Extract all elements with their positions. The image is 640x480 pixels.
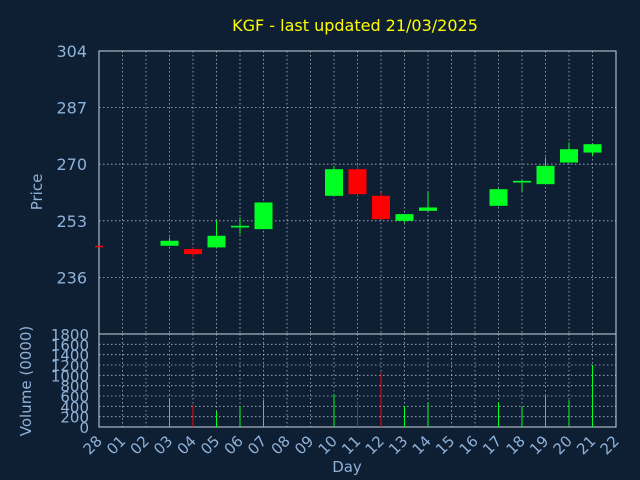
x-tick-label: 09 bbox=[291, 432, 317, 458]
candle-body bbox=[513, 180, 531, 183]
volume-tick-label: 1400 bbox=[51, 347, 89, 365]
x-tick-label: 02 bbox=[127, 432, 153, 458]
volume-tick-label: 1000 bbox=[51, 367, 89, 385]
x-tick-label: 01 bbox=[103, 432, 129, 458]
x-tick-label: 22 bbox=[597, 432, 623, 458]
price-panel: 236 253 270 287 304 bbox=[56, 42, 617, 335]
volume-tick-label: 600 bbox=[60, 388, 89, 406]
candle-body bbox=[536, 165, 555, 185]
x-tick-label: 08 bbox=[268, 432, 294, 458]
volume-tick-label: 1200 bbox=[51, 357, 89, 375]
candle bbox=[95, 245, 103, 248]
candle-body bbox=[160, 240, 179, 246]
x-tick-label: 10 bbox=[315, 432, 341, 458]
price-tick-label: 236 bbox=[56, 268, 87, 287]
candle-body bbox=[395, 214, 414, 221]
candle-body bbox=[372, 195, 390, 220]
x-tick-label: 03 bbox=[150, 432, 176, 458]
candle bbox=[207, 220, 226, 248]
volume-tick-label: 1600 bbox=[51, 336, 89, 354]
x-tick-label: 04 bbox=[174, 432, 200, 458]
candle-body bbox=[583, 144, 602, 153]
x-tick-label: 20 bbox=[550, 432, 576, 458]
x-tick-label: 12 bbox=[362, 432, 388, 458]
candle bbox=[513, 180, 531, 191]
candle-body bbox=[254, 202, 273, 230]
x-tick-label: 07 bbox=[244, 432, 270, 458]
x-tick-label: 13 bbox=[385, 432, 411, 458]
price-tick-label: 253 bbox=[56, 212, 87, 231]
candle bbox=[583, 144, 602, 156]
x-tick-label: 14 bbox=[409, 432, 435, 458]
candle bbox=[419, 192, 437, 211]
price-axis-label: Price bbox=[28, 174, 46, 211]
candle bbox=[395, 214, 414, 223]
volume-tick-label: 800 bbox=[60, 378, 89, 396]
candle bbox=[254, 202, 273, 230]
candle bbox=[184, 247, 202, 258]
x-tick-label: 19 bbox=[526, 432, 552, 458]
volume-axis-label: Volume (0000) bbox=[17, 326, 35, 436]
x-tick-labels: 2801020304050607080910111213141516171819… bbox=[80, 432, 623, 458]
candle bbox=[489, 189, 508, 206]
x-tick-label: 16 bbox=[456, 432, 482, 458]
volume-tick-label: 200 bbox=[60, 409, 89, 427]
candle-body bbox=[231, 225, 249, 228]
candle-body bbox=[560, 149, 578, 163]
candle bbox=[372, 192, 390, 220]
x-tick-label: 15 bbox=[432, 432, 458, 458]
x-tick-label: 18 bbox=[503, 432, 529, 458]
candle-body bbox=[489, 189, 508, 206]
x-axis-label: Day bbox=[332, 458, 362, 476]
price-tick-label: 270 bbox=[56, 155, 87, 174]
candle bbox=[348, 164, 367, 196]
volume-tick-label: 1800 bbox=[51, 326, 89, 344]
price-tick-label: 287 bbox=[56, 99, 87, 118]
candle bbox=[536, 157, 555, 185]
price-tick-label: 304 bbox=[56, 42, 87, 61]
x-tick-label: 21 bbox=[573, 432, 599, 458]
candle-body bbox=[419, 207, 437, 211]
candle bbox=[560, 142, 578, 163]
candle bbox=[160, 237, 179, 246]
x-tick-label: 17 bbox=[479, 432, 505, 458]
candle-body bbox=[207, 235, 226, 248]
chart-title: KGF - last updated 21/03/2025 bbox=[232, 16, 478, 35]
candle bbox=[231, 217, 249, 235]
x-tick-label: 11 bbox=[338, 432, 364, 458]
candle-body bbox=[184, 249, 202, 255]
x-tick-label: 06 bbox=[221, 432, 247, 458]
candle-body bbox=[348, 169, 367, 195]
candle bbox=[325, 165, 343, 196]
x-tick-label: 05 bbox=[197, 432, 223, 458]
volume-tick-label: 400 bbox=[60, 398, 89, 416]
candle-body bbox=[325, 169, 343, 196]
volume-tick-label: 0 bbox=[79, 419, 89, 437]
candle-body bbox=[95, 245, 103, 248]
